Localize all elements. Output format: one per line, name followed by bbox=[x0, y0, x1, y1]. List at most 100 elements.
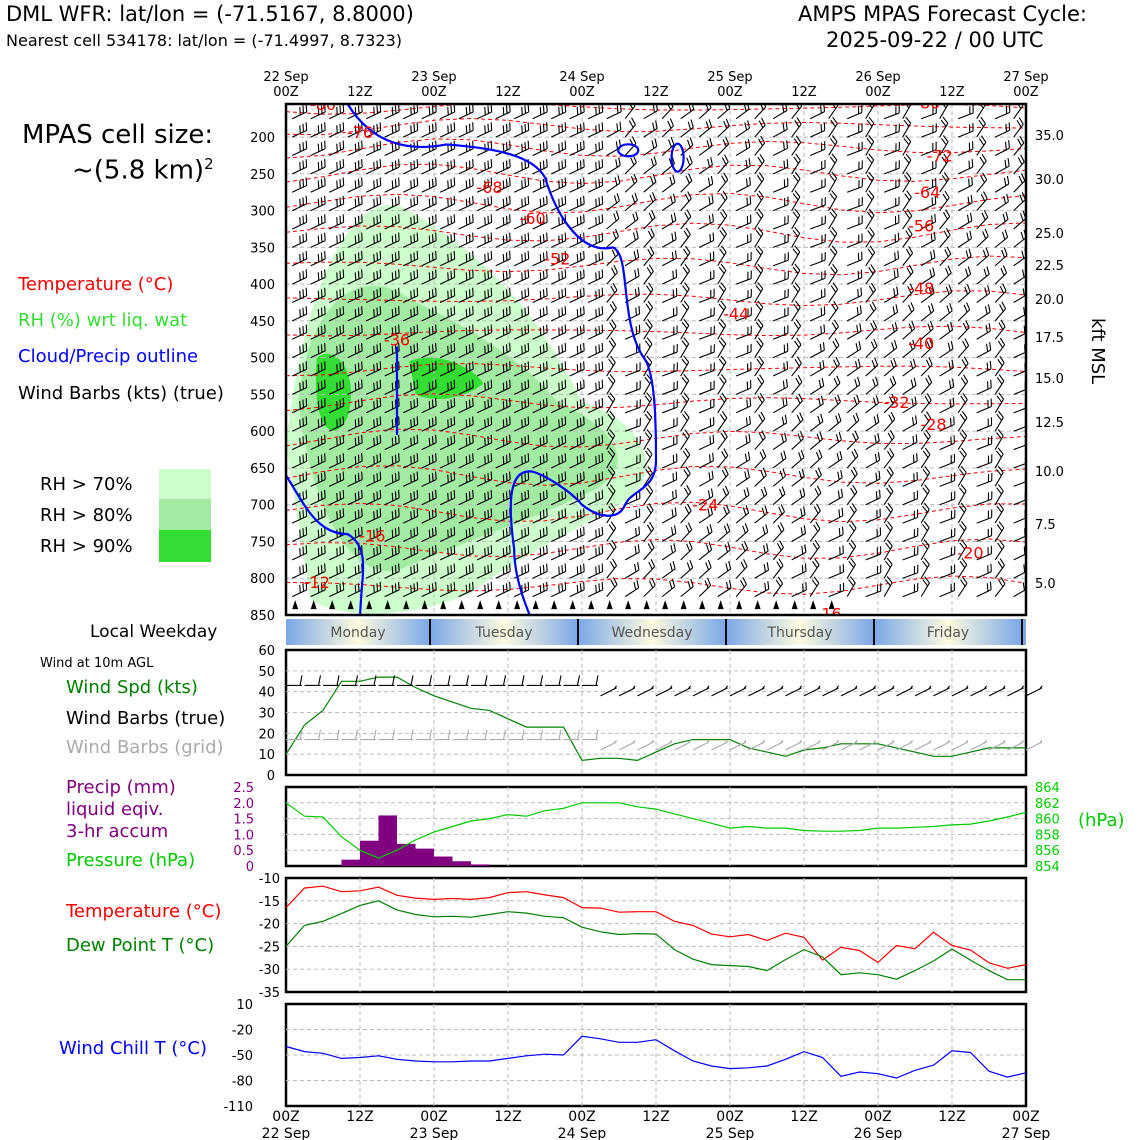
wind-barb-feather bbox=[527, 398, 530, 407]
wind-barb-staff bbox=[957, 220, 973, 230]
wind-barb-feather bbox=[509, 306, 511, 315]
wind-barb bbox=[513, 177, 530, 193]
wind-barb-feather bbox=[428, 419, 431, 428]
wind-barb-feather bbox=[524, 564, 527, 573]
wind-barb-feather bbox=[428, 253, 431, 263]
wind-barb-feather bbox=[903, 138, 910, 146]
wind-barb-feather bbox=[302, 307, 305, 316]
wind-barb-feather bbox=[431, 564, 434, 573]
wind-barb-staff bbox=[754, 106, 767, 120]
wind-barb-feather bbox=[813, 506, 819, 514]
wind-barb-feather bbox=[317, 401, 320, 410]
wind-barb-feather bbox=[505, 381, 508, 390]
wind-barb-feather bbox=[857, 376, 861, 385]
wind-barb-feather bbox=[886, 469, 892, 477]
wind-barb-staff bbox=[680, 454, 691, 469]
wind-barb-staff bbox=[347, 350, 363, 359]
wind-barb-feather bbox=[546, 361, 548, 370]
wind-barb-feather bbox=[634, 545, 637, 554]
wind-barb bbox=[698, 362, 715, 377]
wind-barb-feather bbox=[302, 234, 305, 243]
wind-barb-staff bbox=[569, 184, 585, 193]
wind-barb-feather bbox=[579, 528, 582, 537]
wind-barb bbox=[809, 558, 820, 579]
wind-barb-feather bbox=[889, 378, 894, 387]
wind-barb-staff bbox=[772, 241, 789, 248]
wind-barb-staff bbox=[661, 532, 677, 542]
wind-barb-feather bbox=[428, 401, 431, 410]
wind-barb bbox=[569, 287, 585, 304]
wind-barb-staff bbox=[902, 215, 913, 230]
wind-barb-feather bbox=[719, 414, 726, 422]
wind-barb-feather bbox=[684, 282, 690, 290]
wind-barb-feather bbox=[428, 180, 431, 189]
wind-barb-feather bbox=[468, 142, 471, 151]
temperature-contour bbox=[286, 290, 1026, 307]
wind-barb-staff bbox=[828, 233, 838, 248]
wind-barb-feather bbox=[357, 583, 360, 592]
wind-barb-feather bbox=[893, 339, 898, 348]
wind-barb-staff bbox=[846, 564, 856, 579]
wind-barb-staff bbox=[920, 582, 930, 597]
wind-barb-staff bbox=[883, 149, 900, 156]
wind-barb bbox=[384, 489, 400, 506]
wind-barb-feather bbox=[361, 177, 363, 186]
wind-barb-feather bbox=[672, 270, 674, 279]
wind-barb-feather bbox=[410, 198, 412, 207]
wind-barb bbox=[402, 159, 419, 175]
wind-barb-staff bbox=[994, 290, 1007, 303]
wind-barb-staff bbox=[846, 111, 863, 120]
wind-barb-staff bbox=[328, 111, 344, 120]
wind-barb bbox=[402, 434, 419, 451]
wind-barb-staff bbox=[772, 147, 788, 156]
wind-barb-staff bbox=[606, 362, 616, 377]
wind-barb-feather bbox=[524, 197, 527, 206]
wind-barb-feather bbox=[299, 437, 301, 446]
wind-barb-feather bbox=[509, 232, 511, 241]
wind-barb-feather bbox=[502, 162, 505, 171]
wind-barb bbox=[458, 195, 474, 212]
wind-barb-feather bbox=[934, 213, 937, 222]
wind-barb-feather bbox=[509, 563, 511, 572]
wind-barb-staff bbox=[569, 221, 585, 230]
wind-barb bbox=[365, 214, 382, 230]
temperature-contour-label: -32 bbox=[883, 393, 909, 412]
wind-barb-feather bbox=[357, 123, 360, 132]
wind-barb-staff bbox=[384, 332, 400, 340]
wind-barb-feather bbox=[583, 471, 585, 480]
wind-barb-staff bbox=[735, 441, 751, 451]
wind-barb-staff bbox=[550, 460, 566, 469]
wind-barb bbox=[754, 337, 764, 358]
wind-barb bbox=[994, 374, 1005, 395]
wind-barb-feather bbox=[317, 217, 320, 226]
wind-barb-feather bbox=[848, 579, 854, 587]
wind-barb-feather bbox=[336, 437, 338, 446]
wind-barb-feather bbox=[744, 453, 748, 462]
wind-barb bbox=[439, 195, 456, 212]
wind-barb bbox=[976, 563, 992, 579]
wind-barb bbox=[976, 454, 993, 469]
wind-barb-feather bbox=[903, 119, 910, 127]
wind-barb-staff bbox=[902, 403, 917, 414]
wind-barb-feather bbox=[305, 214, 308, 223]
wind-barb bbox=[532, 434, 548, 451]
wind-barb-feather bbox=[398, 324, 400, 333]
wind-barb bbox=[680, 227, 691, 248]
wind-barb-feather bbox=[354, 382, 357, 391]
wind-barb-feather bbox=[874, 376, 879, 385]
wind-barb bbox=[735, 361, 752, 377]
wind-barb-feather bbox=[564, 508, 567, 517]
kft-msl-axis-label: kft MSL bbox=[1087, 318, 1108, 385]
wind-barb-feather bbox=[391, 345, 394, 354]
wind-barb-feather bbox=[927, 323, 932, 332]
wind-barb-staff bbox=[439, 313, 455, 322]
wind-barb bbox=[310, 177, 326, 193]
wind-barb-staff bbox=[402, 460, 418, 469]
wind-barb bbox=[606, 210, 620, 230]
wind-barb-staff bbox=[809, 148, 826, 156]
wind-barb-staff bbox=[754, 215, 764, 230]
wind-barb bbox=[902, 396, 917, 414]
wind-barb-feather bbox=[299, 106, 301, 115]
wind-barb-staff bbox=[698, 145, 713, 156]
wind-barb-feather bbox=[561, 344, 564, 353]
